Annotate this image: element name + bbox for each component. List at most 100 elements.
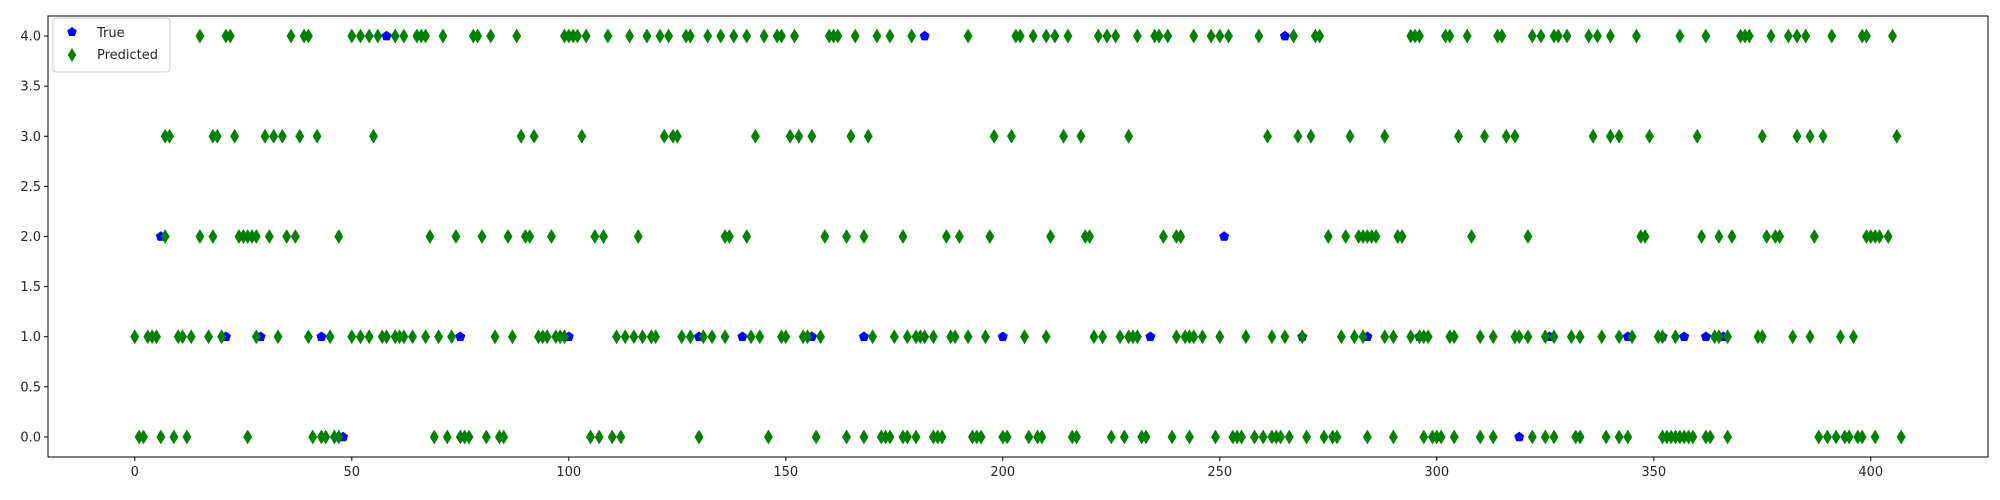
predicted-point: [516, 128, 526, 144]
predicted-point: [577, 128, 587, 144]
predicted-point: [1072, 429, 1082, 445]
predicted-point: [1171, 329, 1181, 345]
predicted-point: [1857, 429, 1867, 445]
x-tick-label: 300: [1424, 465, 1449, 480]
true-point: [919, 30, 930, 41]
predicted-point: [954, 229, 964, 244]
predicted-point: [716, 28, 726, 44]
y-tick-label: 2.0: [20, 230, 41, 245]
predicted-point: [1848, 329, 1858, 345]
predicted-point: [599, 229, 609, 244]
predicted-point: [347, 28, 357, 44]
predicted-point: [1015, 28, 1025, 44]
predicted-point: [902, 329, 912, 345]
predicted-point: [152, 329, 161, 345]
predicted-point: [1475, 429, 1485, 445]
predicted-point: [1111, 28, 1121, 44]
predicted-point: [1362, 429, 1372, 445]
predicted-point: [195, 28, 205, 44]
predicted-point: [1809, 229, 1819, 244]
predicted-point: [703, 28, 713, 44]
predicted-point: [355, 329, 365, 345]
predicted-point: [1566, 329, 1576, 345]
predicted-point: [590, 229, 600, 244]
predicted-point: [572, 28, 582, 44]
predicted-point: [138, 429, 148, 445]
predicted-point: [1701, 28, 1711, 44]
predicted-point: [325, 329, 335, 345]
predicted-point: [1306, 128, 1316, 144]
predicted-point: [1870, 429, 1880, 445]
predicted-point: [308, 429, 318, 445]
x-tick-label: 400: [1858, 465, 1883, 480]
predicted-point: [1896, 429, 1906, 445]
predicted-point: [1076, 128, 1086, 144]
predicted-point: [920, 329, 930, 345]
predicted-point: [1215, 28, 1225, 44]
predicted-point: [303, 329, 313, 345]
predicted-point: [1098, 329, 1108, 345]
predicted-point: [529, 128, 539, 144]
predicted-point: [898, 229, 908, 244]
predicted-point: [399, 28, 409, 44]
predicted-point: [1549, 429, 1559, 445]
predicted-point: [1206, 28, 1216, 44]
predicted-point: [950, 329, 960, 345]
predicted-point: [1523, 229, 1533, 244]
predicted-point: [230, 128, 240, 144]
predicted-point: [1319, 429, 1329, 445]
predicted-point: [1675, 28, 1685, 44]
predicted-point: [698, 329, 708, 345]
predicted-point: [625, 28, 635, 44]
predicted-point: [1154, 28, 1164, 44]
predicted-point: [1549, 329, 1559, 345]
legend-label-true: True: [96, 26, 125, 41]
predicted-point: [1276, 429, 1286, 445]
predicted-point: [1189, 329, 1199, 345]
predicted-point: [182, 429, 192, 445]
predicted-point: [1605, 128, 1615, 144]
true-point: [1514, 431, 1525, 442]
legend-entry-predicted: Predicted: [67, 48, 158, 63]
predicted-point: [1454, 128, 1464, 144]
predicted-point: [499, 429, 509, 445]
predicted-point: [902, 429, 912, 445]
predicted-point: [1527, 429, 1537, 445]
legend-frame: [52, 17, 171, 73]
predicted-point: [1059, 128, 1069, 144]
predicted-point: [1037, 429, 1047, 445]
predicted-point: [369, 128, 378, 144]
predicted-point: [277, 128, 287, 144]
predicted-point: [1640, 229, 1650, 244]
predicted-point: [408, 329, 418, 345]
predicted-point: [629, 329, 639, 345]
predicted-point: [842, 429, 852, 445]
predicted-point: [1501, 128, 1511, 144]
predicted-point: [1002, 429, 1012, 445]
predicted-point: [1041, 329, 1051, 345]
predicted-point: [859, 229, 869, 244]
predicted-point: [811, 429, 821, 445]
predicted-point: [260, 128, 270, 144]
predicted-point: [290, 229, 300, 244]
x-tick-label: 100: [556, 465, 581, 480]
predicted-point: [273, 329, 283, 345]
predicted-point: [1801, 28, 1811, 44]
predicted-point: [1822, 429, 1832, 445]
predicted-point: [1527, 28, 1537, 44]
predicted-point: [581, 28, 591, 44]
predicted-point: [1488, 329, 1498, 345]
predicted-point: [421, 329, 431, 345]
predicted-point: [212, 128, 222, 144]
predicted-point: [1892, 128, 1902, 144]
predicted-point: [1449, 429, 1459, 445]
predicted-point: [1046, 229, 1056, 244]
x-tick-label: 200: [990, 465, 1015, 480]
predicted-point: [464, 429, 474, 445]
predicted-point: [1723, 429, 1733, 445]
predicted-point: [195, 229, 205, 244]
predicted-point: [1631, 28, 1641, 44]
predicted-point: [729, 28, 739, 44]
predicted-point: [1592, 28, 1602, 44]
predicted-point: [334, 229, 344, 244]
